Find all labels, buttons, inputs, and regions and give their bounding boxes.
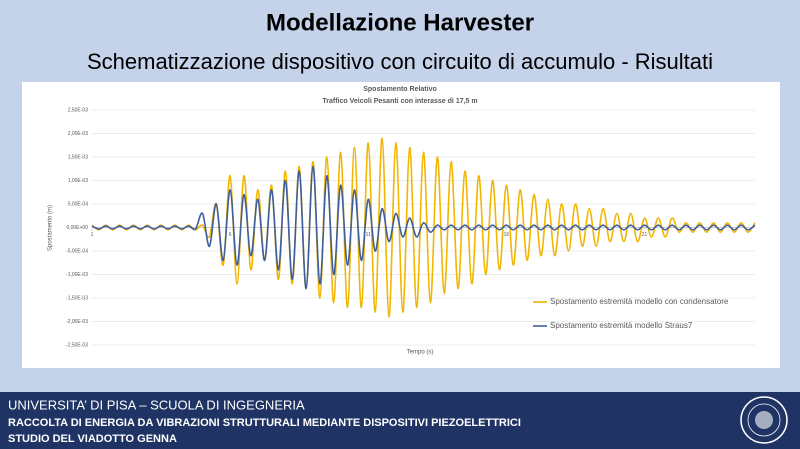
chart-title: Spostamento Relativo [363, 86, 437, 93]
x-tick-label: 21 [642, 232, 648, 238]
y-axis-label: Spostamento (m) [48, 205, 54, 251]
plot: -2,50E-03 -2,00E-03 -1,50E-03 -1,00E-03 -5,0… [66, 107, 756, 348]
y-tick-label: -2,00E-03 [66, 319, 88, 325]
y-tick-label: -1,50E-03 [66, 295, 88, 301]
y-tick-label: 0,00E+00 [66, 225, 88, 231]
legend-label: Spostamento estremità modello con conden… [550, 297, 729, 306]
legend-label: Spostamento estremità modello Straus7 [550, 321, 693, 330]
y-tick-label: -5,00E-04 [66, 248, 88, 254]
slide-title: Modellazione Harvester [266, 9, 534, 36]
y-tick-label: 2,00E-03 [68, 131, 89, 137]
chart-subtitle: Traffico Veicoli Pesanti con interasse d… [322, 98, 477, 105]
x-axis-label: Tempo (s) [407, 350, 434, 356]
y-tick-label: 1,50E-03 [68, 154, 89, 160]
series-line [91, 137, 756, 318]
y-tick-label: 2,50E-03 [68, 107, 89, 113]
x-tick-label: 11 [366, 232, 371, 238]
series-line [91, 165, 756, 290]
x-tick-label: 1 [91, 232, 94, 238]
footer-line: RACCOLTA DI ENERGIA DA VIBRAZIONI STRUTT… [8, 417, 521, 429]
y-tick-label: 1,00E-03 [68, 178, 89, 184]
university-logo [740, 396, 788, 444]
footer-bar [0, 392, 800, 449]
x-tick-label: 16 [504, 232, 510, 238]
x-tick-label: 6 [229, 232, 232, 238]
y-tick-label: -2,50E-03 [66, 342, 88, 348]
footer-line: STUDIO DEL VIADOTTO GENNA [8, 433, 177, 445]
footer-line: UNIVERSITA’ DI PISA – SCUOLA DI INGEGNER… [8, 397, 305, 412]
slide-subtitle: Schematizzazione dispositivo con circuit… [87, 49, 713, 74]
y-tick-label: -1,00E-03 [66, 272, 88, 278]
y-tick-label: 5,00E-04 [68, 201, 89, 207]
